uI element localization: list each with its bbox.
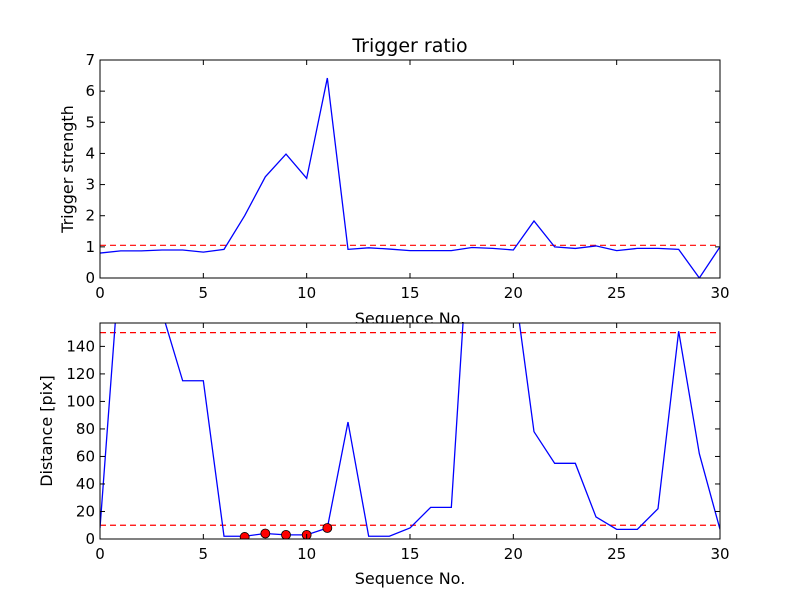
- x-tick-label: 10: [297, 545, 316, 563]
- series-line: [100, 77, 720, 278]
- y-tick-label: 0: [85, 269, 95, 287]
- y-axis-label: Distance [pix]: [37, 375, 56, 487]
- x-tick-label: 0: [95, 545, 105, 563]
- x-tick-label: 25: [607, 284, 626, 302]
- y-tick-label: 80: [76, 420, 95, 438]
- chart-title: Trigger ratio: [351, 35, 467, 57]
- tick-layer: 0 5 10 15 20 25 30 0 1 2 3 4 5 6 7: [85, 51, 729, 302]
- plot-area: [100, 60, 720, 278]
- y-axis-label: Trigger strength: [58, 105, 77, 234]
- subplot-distance: 0 5 10 15 20 25 30 0 20 40 60 80 100 120 140 Sequence …: [37, 322, 730, 588]
- series-line: [100, 323, 720, 537]
- y-tick-label: 4: [85, 144, 95, 162]
- x-tick-label: 0: [95, 284, 105, 302]
- data-layer: [100, 77, 720, 278]
- plot-area: [100, 323, 720, 539]
- y-tick-label: 6: [85, 82, 95, 100]
- y-tick-label: 100: [66, 392, 95, 410]
- data-point-marker: [260, 528, 271, 539]
- y-tick-label: 20: [76, 502, 95, 520]
- axes-frame: [99, 322, 721, 540]
- x-tick-label: 10: [297, 284, 316, 302]
- y-tick-label: 2: [85, 207, 95, 225]
- y-tick-label: 7: [85, 51, 95, 69]
- y-tick-label: 60: [76, 447, 95, 465]
- y-tick-label: 140: [66, 337, 95, 355]
- x-tick-label: 5: [199, 284, 209, 302]
- x-tick-label: 30: [710, 545, 729, 563]
- y-tick-label: 3: [85, 176, 95, 194]
- data-point-marker: [239, 532, 250, 539]
- x-tick-label: 15: [400, 545, 419, 563]
- x-tick-label: 20: [504, 545, 523, 563]
- data-point-marker: [281, 529, 291, 539]
- y-tick-label: 1: [85, 238, 95, 256]
- x-tick-label: 5: [199, 545, 209, 563]
- data-layer: [100, 323, 720, 539]
- x-tick-label: 15: [400, 284, 419, 302]
- x-tick-label: 30: [710, 284, 729, 302]
- y-tick-label: 40: [76, 475, 95, 493]
- x-tick-label: 20: [504, 284, 523, 302]
- y-tick-label: 120: [66, 365, 95, 383]
- tick-layer: 0 5 10 15 20 25 30 0 20 40 60 80 100 120 140: [66, 323, 730, 563]
- x-tick-label: 25: [607, 545, 626, 563]
- data-point-marker: [322, 523, 333, 533]
- y-tick-label: 5: [85, 113, 95, 131]
- y-tick-label: 0: [85, 530, 95, 548]
- x-axis-label: Sequence No.: [355, 569, 466, 588]
- axes-frame: [99, 59, 721, 279]
